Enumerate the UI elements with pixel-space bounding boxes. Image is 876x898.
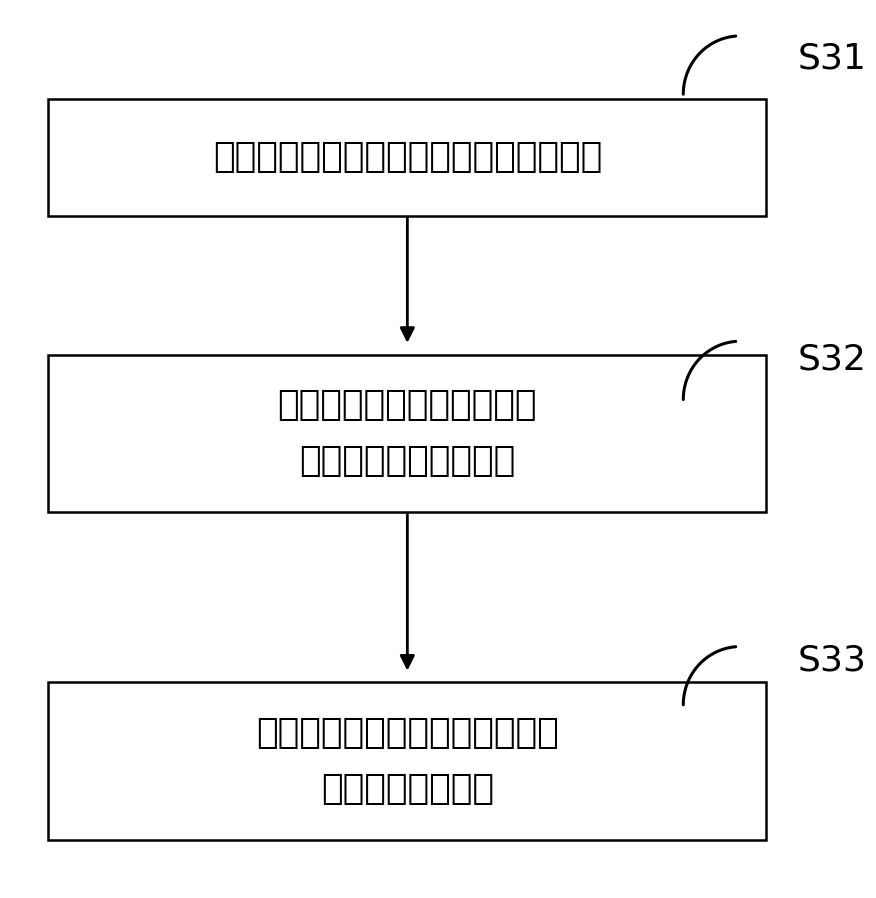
- Bar: [48, 99, 766, 216]
- Bar: [48, 355, 766, 512]
- Text: S31: S31: [797, 41, 866, 75]
- Text: 采用专家半定量取值法获得直接影响矩阵: 采用专家半定量取值法获得直接影响矩阵: [213, 140, 602, 174]
- Bar: [48, 682, 766, 840]
- Text: 根据所述归一化的直接关系矩阵
计算综合影响矩阵: 根据所述归一化的直接关系矩阵 计算综合影响矩阵: [256, 717, 559, 806]
- Text: 根据所述直接影响矩阵计算
归一化的直接关系矩阵: 根据所述直接影响矩阵计算 归一化的直接关系矩阵: [278, 389, 537, 478]
- Text: S32: S32: [797, 342, 866, 376]
- Text: S33: S33: [797, 643, 866, 677]
